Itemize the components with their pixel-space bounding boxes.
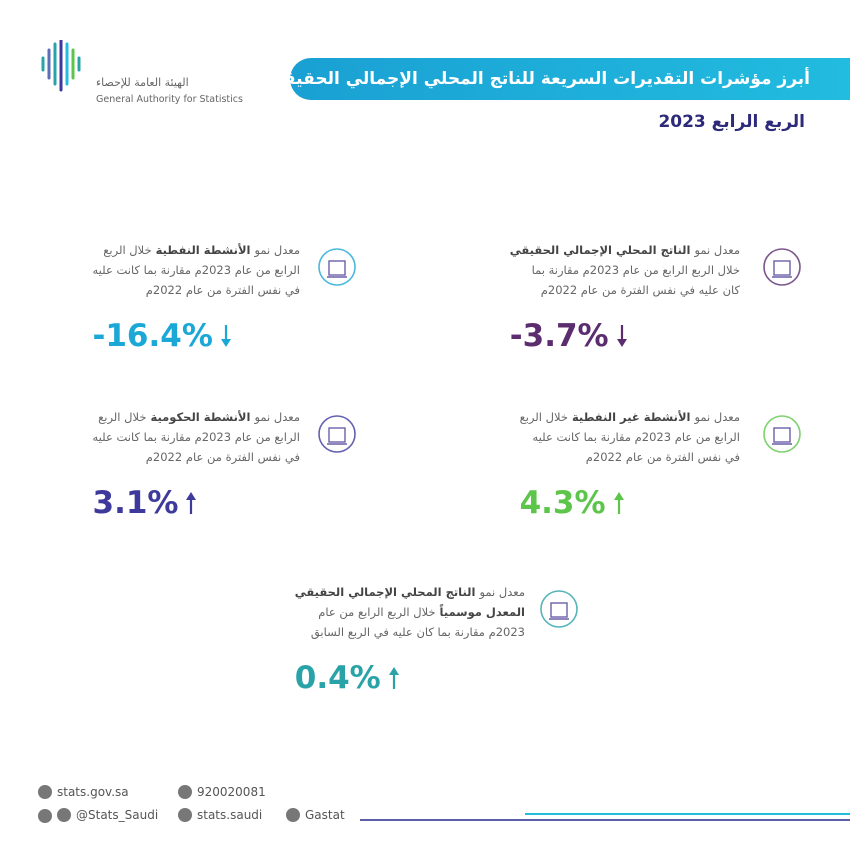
indicator-bold-text: الأنشطة النفطية: [155, 243, 251, 257]
indicator-text: الرابع من عام 2023م مقارنة بما كانت عليه: [92, 263, 301, 277]
footer-lines: [360, 813, 850, 821]
indicator: معدل نموالأنشطة غير النفطيةخلال الربع الر…: [520, 407, 740, 521]
linkedin: Gastat: [305, 808, 345, 822]
value-text: 0.4%: [294, 660, 381, 696]
indicator-line: المعدل موسمياًخلال الربع الرابع من عام: [295, 602, 525, 622]
indicator-value: 4.3%: [520, 485, 740, 521]
title: أبرز مؤشرات التقديرات السريعة للناتج الم…: [266, 69, 810, 89]
indicator-icon: [318, 248, 356, 286]
indicator-line: معدل نموالأنشطة غير النفطيةخلال الربع: [520, 407, 740, 427]
indicator-text: في نفس الفترة من عام 2022م: [145, 283, 300, 297]
footer-item: stats.saudi: [178, 808, 262, 822]
indicator-bold-text: الناتج المحلي الإجمالي الحقيقي: [294, 585, 476, 599]
indicator-line: الرابع من عام 2023م مقارنة بما كانت عليه: [93, 260, 301, 280]
indicator-text: معدل نمو: [254, 410, 300, 424]
indicator-text: خلال الربع الرابع من عام 2023م مقارنة بم…: [531, 263, 740, 277]
footer-icon: [178, 808, 192, 822]
indicator: معدل نموالناتج المحلي الإجمالي الحقيقي ال…: [295, 582, 525, 696]
indicator-text: معدل نمو: [694, 410, 740, 424]
indicator-line: في نفس الفترة من عام 2022م: [520, 447, 740, 467]
subtitle: الربع الرابع 2023: [658, 112, 805, 132]
website: stats.gov.sa: [57, 785, 129, 799]
indicator-line: خلال الربع الرابع من عام 2023م مقارنة بم…: [510, 260, 740, 280]
indicator-line: الرابع من عام 2023م مقارنة بما كانت عليه: [520, 427, 741, 447]
indicator-icon: [763, 415, 801, 453]
trend-arrow: [613, 492, 624, 514]
footer-item: Gastat: [286, 808, 345, 822]
indicator-text: معدل نمو: [254, 243, 300, 257]
footer-icon: [286, 808, 300, 822]
indicator-line: معدل نموالأنشطة النفطيةخلال الربع: [93, 240, 300, 260]
trend-arrow: [186, 492, 197, 514]
indicator-line: كان عليه في نفس الفترة من عام 2022م: [510, 280, 740, 300]
footer-item: @Stats_Saudi: [57, 808, 158, 822]
indicator-value: 0.4%: [295, 660, 525, 696]
indicator-text: الرابع من عام 2023م مقارنة بما كانت عليه: [92, 430, 301, 444]
indicator-line: معدل نموالناتج المحلي الإجمالي الحقيقي: [510, 240, 740, 260]
indicator-line: الرابع من عام 2023م مقارنة بما كانت عليه: [93, 427, 301, 447]
indicator-line: معدل نموالناتج المحلي الإجمالي الحقيقي: [295, 582, 525, 602]
value-text: 4.3%: [519, 485, 606, 521]
indicator-text: خلال الربع: [103, 243, 152, 257]
indicator-icon: [540, 590, 578, 628]
social-handle: @Stats_Saudi: [76, 808, 159, 822]
facebook: stats.saudi: [197, 808, 263, 822]
indicator-value: -3.7%: [510, 318, 740, 354]
trend-arrow: [220, 325, 231, 347]
indicator-text: خلال الربع الرابع من عام: [318, 605, 436, 619]
indicator-text: 2023م مقارنة بما كان عليه في الربع الساب…: [310, 625, 525, 639]
value-text: -16.4%: [92, 318, 213, 354]
indicator-text: خلال الربع: [98, 410, 147, 424]
value-text: 3.1%: [92, 485, 179, 521]
indicator: معدل نموالناتج المحلي الإجمالي الحقيقي خل…: [510, 240, 740, 354]
indicator-value: -16.4%: [93, 318, 301, 354]
indicator-icon: [318, 415, 356, 453]
indicator: معدل نموالأنشطة النفطيةخلال الربع الرابع …: [93, 240, 301, 354]
value-text: -3.7%: [509, 318, 609, 354]
indicator-text: معدل نمو: [479, 585, 525, 599]
indicator: معدل نموالأنشطة الحكوميةخلال الربع الرابع…: [93, 407, 301, 521]
logo-mark: [41, 40, 81, 92]
indicator-bold-text: الأنشطة غير النفطية: [571, 410, 691, 424]
indicator-text: في نفس الفترة من عام 2022م: [585, 450, 740, 464]
footer-icon: [38, 785, 52, 799]
indicator-text: في نفس الفترة من عام 2022م: [145, 450, 300, 464]
footer-icon: [178, 785, 192, 799]
indicator-bold-text: الأنشطة الحكومية: [150, 410, 251, 424]
indicator-line: معدل نموالأنشطة الحكوميةخلال الربع: [93, 407, 300, 427]
phone: 920020081: [197, 785, 266, 799]
indicator-line: 2023م مقارنة بما كان عليه في الربع الساب…: [295, 622, 525, 642]
x-icon: [38, 809, 52, 823]
logo-english: General Authority for Statistics: [96, 94, 243, 105]
indicator-text: الرابع من عام 2023م مقارنة بما كانت عليه: [532, 430, 741, 444]
trend-arrow: [616, 325, 627, 347]
title-bar: [290, 58, 850, 100]
footer-item: stats.gov.sa: [38, 785, 129, 799]
indicator-bold-text: الناتج المحلي الإجمالي الحقيقي: [509, 243, 691, 257]
footer-icon: [57, 808, 71, 822]
indicator-text: كان عليه في نفس الفترة من عام 2022م: [540, 283, 740, 297]
logo-arabic: الهيئة العامة للإحصاء: [96, 76, 189, 89]
indicator-text: خلال الربع: [519, 410, 568, 424]
indicator-bold-text: المعدل موسمياً: [439, 605, 525, 619]
indicator-value: 3.1%: [93, 485, 301, 521]
trend-arrow: [388, 667, 399, 689]
indicator-icon: [763, 248, 801, 286]
footer-item: 920020081: [178, 785, 266, 799]
indicator-line: في نفس الفترة من عام 2022م: [93, 280, 300, 300]
indicator-text: معدل نمو: [694, 243, 740, 257]
indicator-line: في نفس الفترة من عام 2022م: [93, 447, 300, 467]
